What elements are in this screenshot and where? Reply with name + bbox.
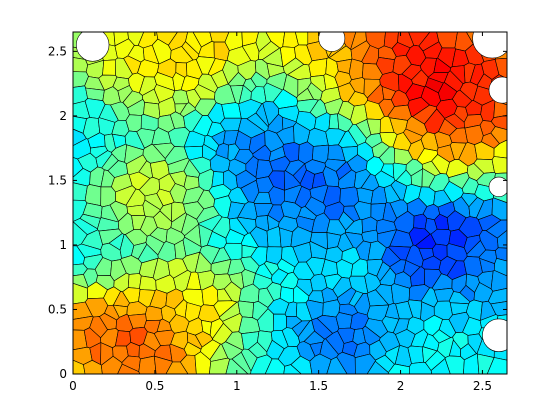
voronoi-cell — [127, 273, 142, 289]
voronoi-cell — [335, 312, 353, 329]
x-axis: 0 0.5 1 1.5 2 2.5 — [69, 32, 492, 393]
y-tick-label: 2.5 — [48, 44, 67, 58]
voronoi-cell — [496, 229, 507, 249]
boundary-gap — [488, 176, 507, 197]
y-tick-label: 1 — [59, 238, 67, 252]
voronoi-cell — [145, 305, 163, 321]
x-tick-label: 2 — [397, 379, 405, 393]
boundary-gap — [488, 76, 507, 104]
voronoi-cell — [339, 186, 360, 207]
voronoi-cell — [220, 117, 242, 132]
plot-area-frame — [72, 31, 508, 375]
voronoi-cell — [139, 275, 157, 291]
voronoi-cell — [308, 58, 328, 77]
voronoi-cell — [374, 354, 395, 373]
voronoi-cell — [493, 139, 507, 159]
voronoi-cell — [83, 359, 103, 374]
voronoi-cell — [194, 351, 212, 374]
y-axis: 0 0.5 1 1.5 2 2.5 — [48, 44, 507, 381]
voronoi-cell — [413, 213, 428, 230]
voronoi-cell — [328, 113, 340, 130]
y-tick-label: 1.5 — [48, 173, 67, 187]
boundary-gap — [75, 32, 110, 62]
voronoi-cell — [102, 59, 116, 76]
voronoi-cell — [272, 313, 288, 332]
voronoi-cell — [138, 355, 157, 374]
voronoi-cell — [73, 128, 87, 147]
voronoi-cell — [268, 186, 285, 206]
voronoi-cell — [464, 124, 484, 145]
x-tick-label: 1 — [233, 379, 241, 393]
voronoi-cell — [117, 363, 141, 374]
voronoi-cell — [444, 355, 465, 374]
voronoi-cell — [490, 126, 507, 144]
boundary-gap — [472, 32, 507, 59]
voronoi-cell — [486, 357, 507, 374]
voronoi-cell — [495, 247, 507, 262]
x-tick-label: 1.5 — [309, 379, 328, 393]
voronoi-cells — [73, 32, 507, 374]
boundary-gap — [482, 318, 507, 352]
voronoi-cell — [477, 353, 495, 374]
voronoi-cell — [366, 360, 389, 374]
boundary-gap — [318, 32, 346, 52]
voronoi-cell — [348, 58, 364, 81]
y-tick-label: 2 — [59, 109, 67, 123]
voronoi-cell — [115, 330, 132, 347]
voronoi-cell — [221, 102, 242, 119]
x-tick-label: 0.5 — [145, 379, 164, 393]
y-tick-label: 0 — [59, 367, 67, 381]
voronoi-cell — [493, 100, 507, 118]
voronoi-cell — [84, 184, 102, 206]
x-tick-label: 2.5 — [473, 379, 492, 393]
x-tick-label: 0 — [69, 379, 77, 393]
voronoi-cell — [165, 361, 189, 374]
y-tick-label: 0.5 — [48, 302, 67, 316]
voronoi-cell — [490, 115, 507, 131]
voronoi-cell — [463, 353, 480, 374]
voronoi-cell — [326, 356, 348, 374]
